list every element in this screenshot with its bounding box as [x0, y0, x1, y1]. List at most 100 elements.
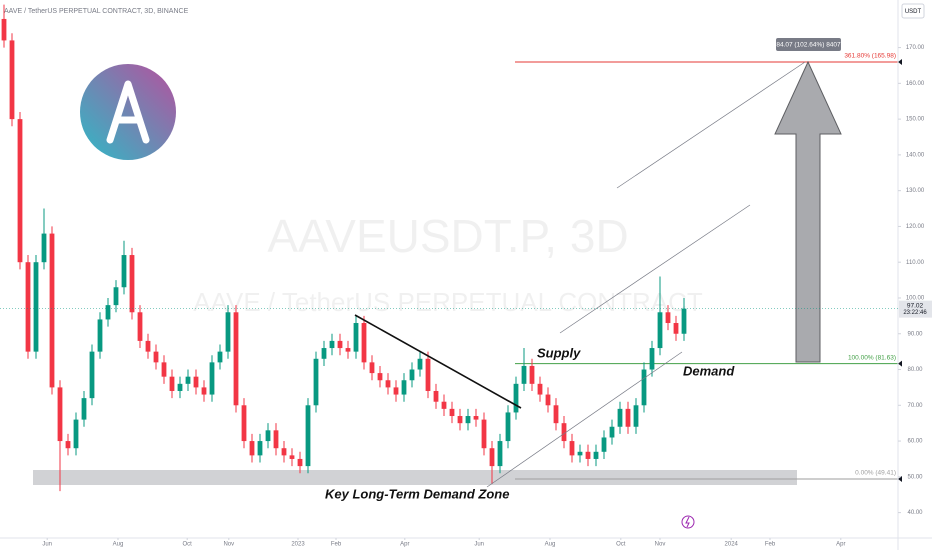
watermarks: AAVEUSDT.P, 3D AAVE / TetherUS PERPETUAL…: [193, 210, 703, 317]
candle-body: [297, 458, 303, 467]
candle-body: [289, 455, 295, 459]
y-tick-label: 60.00: [907, 439, 923, 445]
candle-body: [345, 348, 351, 352]
watermark-sub: AAVE / TetherUS PERPETUAL CONTRACT: [193, 287, 703, 317]
candle-body: [81, 398, 87, 420]
candle-body: [113, 287, 119, 306]
x-tick-label: Feb: [765, 542, 776, 548]
y-tick-label: 50.00: [907, 474, 923, 480]
x-tick-label: Nov: [655, 542, 666, 548]
candle-body: [41, 233, 47, 263]
fib-label: 361.80% (165.98): [844, 53, 896, 60]
candle-body: [633, 405, 639, 427]
candle-body: [129, 255, 135, 313]
x-tick-label: Apr: [400, 542, 409, 548]
logo-mark: [106, 80, 150, 144]
x-tick-label: Feb: [331, 542, 342, 548]
candle-body: [433, 390, 439, 402]
x-tick-label: Jun: [42, 542, 52, 548]
x-tick-label: Oct: [616, 542, 626, 548]
candle-body: [201, 387, 207, 395]
currency-label: USDT: [905, 9, 922, 15]
fib-pointer: [898, 360, 902, 367]
event-icon-bolt: [685, 516, 690, 528]
candle-body: [369, 362, 375, 374]
fib-group: 361.80% (165.98) 100.00% (81.63) 0.00% (49…: [515, 53, 902, 482]
candle-body: [57, 387, 63, 442]
candle-body: [681, 308, 687, 334]
candle-body: [657, 312, 663, 349]
zone-label: Key Long-Term Demand Zone: [325, 486, 509, 501]
candle-body: [33, 262, 39, 352]
candle-body: [305, 405, 311, 467]
currency-button[interactable]: [901, 3, 925, 19]
candle-body: [409, 369, 415, 381]
candle-body: [561, 423, 567, 442]
measure-box: [776, 38, 841, 51]
demand-label: Demand: [683, 363, 735, 378]
y-tick-label: 40.00: [907, 510, 923, 516]
candle-body: [449, 408, 455, 417]
candle-body: [457, 416, 463, 424]
candle-body: [17, 119, 23, 263]
candle-body: [121, 255, 127, 288]
x-tick-label: 2023: [291, 542, 305, 548]
candle-body: [505, 412, 511, 442]
fib-pointer: [898, 58, 902, 65]
candle-body: [585, 451, 591, 459]
y-tick-label: 130.00: [906, 188, 925, 194]
candle-body: [673, 323, 679, 334]
candle-body: [225, 312, 231, 352]
candle-body: [529, 365, 535, 384]
candle-body: [209, 362, 215, 395]
candle-body: [577, 451, 583, 456]
candle-body: [89, 351, 95, 399]
y-tick-label: 110.00: [906, 260, 925, 266]
candle-body: [497, 441, 503, 467]
candle-body: [665, 312, 671, 324]
candles: [1, 4, 687, 492]
candle-body: [425, 358, 431, 391]
candle-body: [625, 408, 631, 427]
candle-body: [329, 340, 335, 349]
fib-pointer: [898, 475, 902, 482]
candle-body: [233, 312, 239, 406]
logo-circle: [80, 64, 176, 160]
trend-line: [486, 351, 683, 488]
fib-label: 0.00% (49.41): [855, 470, 896, 477]
demand-zone: [33, 470, 797, 485]
last-price-label: 97.02: [907, 302, 924, 309]
candle-body: [161, 362, 167, 377]
trend-line: [354, 314, 522, 409]
candle-body: [385, 380, 391, 388]
candle-body: [353, 323, 359, 352]
y-tick-label: 120.00: [906, 224, 925, 230]
watermark: AAVEUSDT.P, 3D: [267, 210, 628, 262]
event-icon[interactable]: [681, 515, 695, 529]
candle-body: [265, 430, 271, 442]
x-tick-label: 2024: [725, 542, 739, 548]
y-tick-label: 170.00: [906, 45, 925, 51]
candle-body: [217, 351, 223, 363]
candle-body: [481, 419, 487, 449]
last-price-box: [899, 300, 932, 318]
candle-body: [521, 365, 527, 384]
candle-body: [337, 340, 343, 349]
logo: [80, 64, 176, 160]
candle-body: [649, 348, 655, 370]
trend-line: [616, 61, 806, 189]
y-tick-label: 80.00: [907, 367, 923, 373]
candle-body: [185, 376, 191, 384]
candle-body: [25, 262, 31, 352]
x-tick-label: Aug: [545, 542, 556, 548]
candle-body: [65, 441, 71, 449]
candle-body: [257, 441, 263, 456]
candle-body: [393, 387, 399, 395]
y-tick-label: 100.00: [906, 296, 925, 302]
axes: 40.00 50.00 60.00 70.00 80.00 90.00 100.00 110.…: [0, 45, 932, 548]
x-tick-label: Jun: [474, 542, 484, 548]
x-tick-label: Oct: [183, 542, 193, 548]
candle-body: [273, 430, 279, 449]
y-tick-label: 150.00: [906, 117, 925, 123]
candle-body: [49, 233, 55, 388]
